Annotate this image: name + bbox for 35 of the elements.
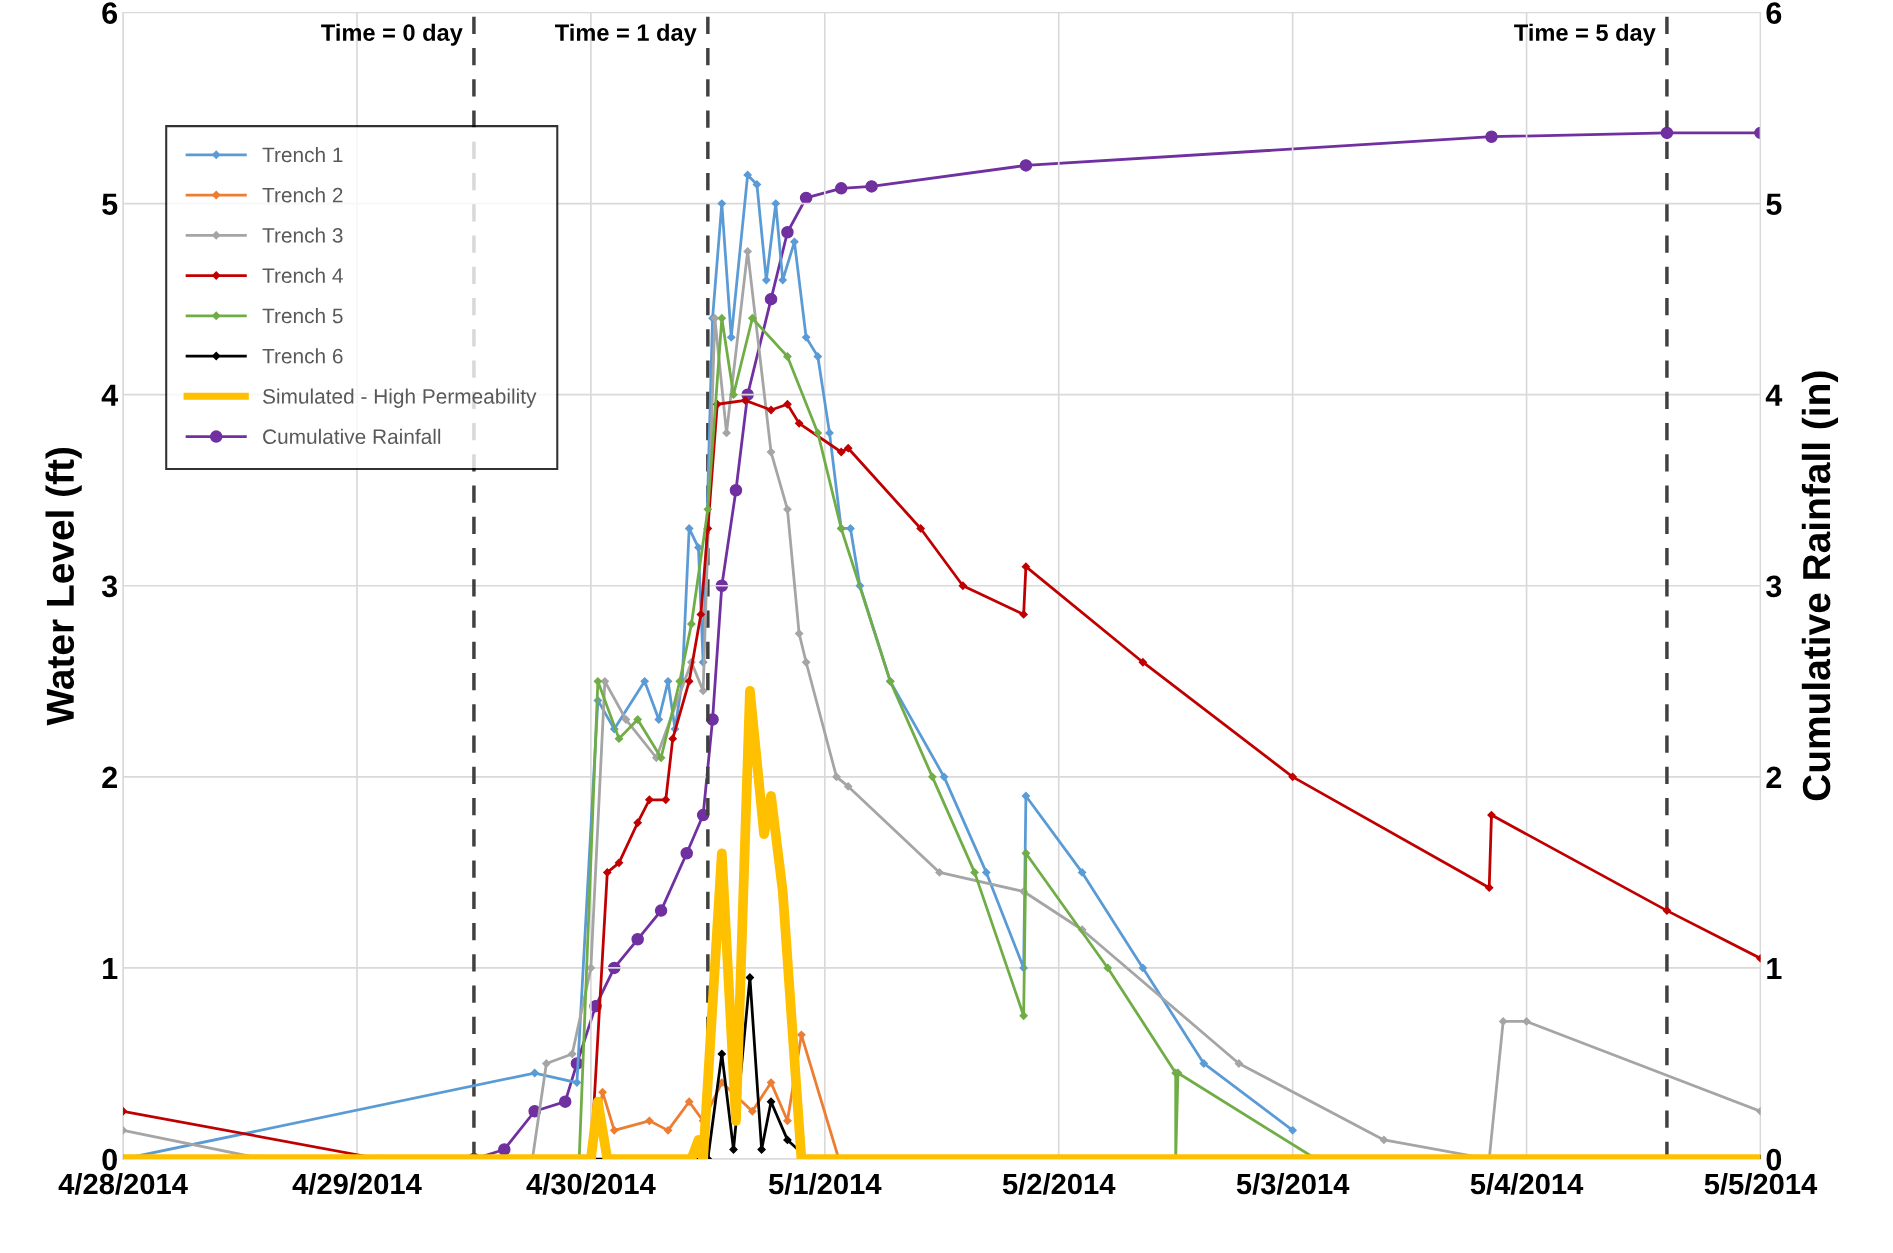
y2-tick-label: 5 (1766, 193, 1782, 215)
y-tick-label: 4 (101, 384, 119, 406)
y2-tick-label: 2 (1766, 766, 1782, 788)
y2-tick-label: 0 (1766, 1148, 1782, 1171)
legend-label: Trench 3 (262, 227, 343, 243)
y-tick-label: 3 (101, 575, 118, 598)
legend-label: Trench 5 (262, 307, 343, 324)
x-tick-label: 5/5/2014 (1704, 1172, 1818, 1195)
legend-label: Trench 2 (262, 187, 343, 203)
legend-label: Trench 6 (262, 348, 343, 364)
y-tick-label: 6 (102, 2, 118, 24)
x-tick-label: 4/28/2014 (58, 1172, 188, 1195)
y2-tick-label: 3 (1766, 575, 1782, 598)
legend-label: Trench 1 (262, 146, 343, 163)
x-tick-label: 4/30/2014 (526, 1172, 656, 1195)
y2-tick-label: 4 (1765, 384, 1783, 406)
y-tick-label: 0 (102, 1148, 117, 1171)
y2-axis-title: Cumulative Rainfall (in) (1801, 371, 1839, 801)
y-axis-title: Water Level (ft) (45, 447, 82, 726)
x-tick-label: 5/4/2014 (1470, 1172, 1584, 1195)
annotation: Time = 0 day (321, 23, 463, 46)
x-tick-label: 5/1/2014 (768, 1172, 882, 1195)
y2-tick-label: 1 (1767, 957, 1782, 980)
y2-tick-label: 6 (1766, 2, 1782, 24)
annotation: Time = 1 day (555, 23, 697, 46)
x-tick-label: 4/29/2014 (292, 1172, 422, 1195)
x-tick-label: 5/2/2014 (1002, 1172, 1116, 1195)
y-tick-label: 5 (102, 193, 118, 215)
y-tick-label: 2 (102, 766, 117, 788)
x-tick-label: 5/3/2014 (1236, 1172, 1350, 1195)
legend-label: Trench 4 (262, 267, 343, 284)
y-tick-label: 1 (103, 957, 118, 980)
legend-label: Simulated - High Permeability (262, 388, 537, 408)
annotation: Time = 5 day (1514, 23, 1656, 46)
legend-label: Cumulative Rainfall (263, 428, 441, 445)
